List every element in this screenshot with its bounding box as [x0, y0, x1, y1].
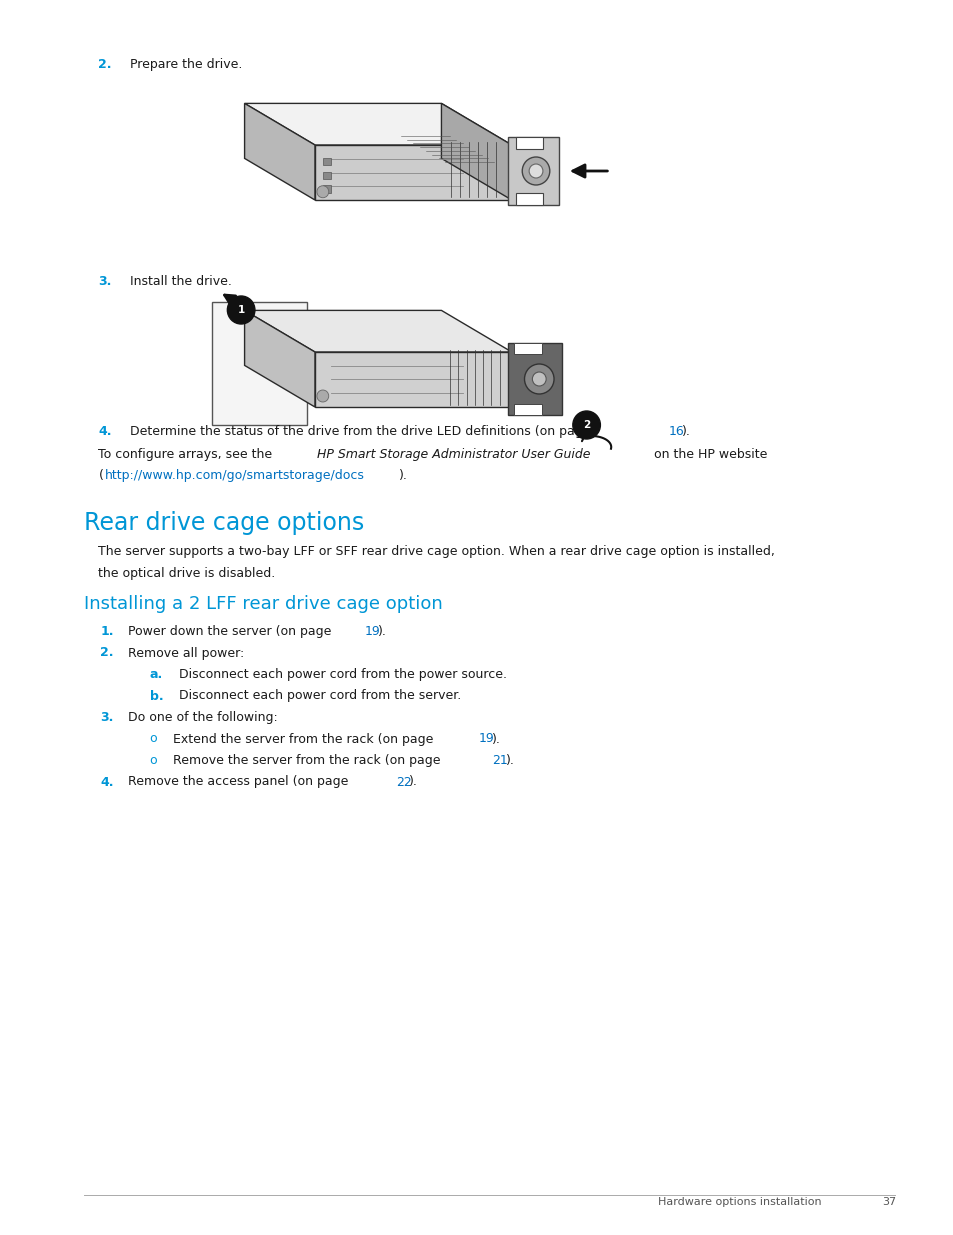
Text: The server supports a two-bay LFF or SFF rear drive cage option. When a rear dri: The server supports a two-bay LFF or SFF…: [98, 545, 775, 558]
Text: 2.: 2.: [98, 58, 112, 70]
Text: 1.: 1.: [100, 625, 113, 638]
Circle shape: [532, 372, 545, 387]
Text: HP Smart Storage Administrator User Guide: HP Smart Storage Administrator User Guid…: [316, 448, 590, 461]
Text: 19: 19: [364, 625, 379, 638]
Bar: [322, 185, 331, 193]
Circle shape: [572, 411, 599, 438]
Text: b.: b.: [150, 689, 163, 703]
Text: 4.: 4.: [98, 425, 112, 438]
Text: 4.: 4.: [100, 776, 113, 788]
Polygon shape: [515, 193, 542, 205]
Polygon shape: [507, 343, 561, 415]
Text: ).: ).: [505, 755, 515, 767]
Text: 2.: 2.: [100, 646, 113, 659]
Text: ).: ).: [681, 425, 690, 438]
Text: Installing a 2 LFF rear drive cage option: Installing a 2 LFF rear drive cage optio…: [84, 595, 442, 613]
Circle shape: [524, 364, 554, 394]
Bar: [322, 172, 331, 179]
Polygon shape: [441, 104, 511, 200]
Text: o: o: [150, 755, 157, 767]
Circle shape: [227, 296, 254, 324]
Text: Remove the access panel (on page: Remove the access panel (on page: [128, 776, 352, 788]
Text: 21: 21: [492, 755, 507, 767]
Polygon shape: [515, 137, 542, 149]
Text: ).: ).: [398, 469, 407, 483]
Polygon shape: [212, 303, 307, 425]
Text: 22: 22: [395, 776, 411, 788]
Polygon shape: [314, 352, 511, 408]
Text: (: (: [98, 469, 103, 483]
Text: 37: 37: [881, 1197, 895, 1207]
Polygon shape: [314, 144, 511, 200]
Text: http://www.hp.com/go/smartstorage/docs: http://www.hp.com/go/smartstorage/docs: [105, 469, 365, 483]
Text: Hardware options installation: Hardware options installation: [658, 1197, 821, 1207]
Polygon shape: [244, 104, 314, 200]
Polygon shape: [514, 343, 541, 354]
Polygon shape: [244, 104, 511, 144]
Polygon shape: [244, 310, 511, 352]
Polygon shape: [514, 404, 541, 415]
Text: 19: 19: [477, 732, 494, 746]
Text: a.: a.: [150, 668, 163, 680]
Circle shape: [316, 390, 329, 403]
Text: Disconnect each power cord from the server.: Disconnect each power cord from the serv…: [179, 689, 461, 703]
Text: Power down the server (on page: Power down the server (on page: [128, 625, 335, 638]
Polygon shape: [244, 310, 314, 408]
Text: the optical drive is disabled.: the optical drive is disabled.: [98, 567, 275, 579]
Text: 3.: 3.: [98, 275, 112, 288]
Text: Do one of the following:: Do one of the following:: [128, 711, 277, 724]
Text: 3.: 3.: [100, 711, 113, 724]
Circle shape: [316, 185, 329, 198]
Text: on the HP website: on the HP website: [649, 448, 766, 461]
Bar: [322, 158, 331, 165]
Text: ).: ).: [377, 625, 386, 638]
Text: 1: 1: [237, 305, 245, 315]
Text: Install the drive.: Install the drive.: [130, 275, 232, 288]
Text: ).: ).: [409, 776, 417, 788]
Text: Rear drive cage options: Rear drive cage options: [84, 511, 363, 535]
Text: Determine the status of the drive from the drive LED definitions (on page: Determine the status of the drive from t…: [130, 425, 594, 438]
Polygon shape: [507, 137, 558, 205]
Text: 16: 16: [668, 425, 683, 438]
Text: Remove the server from the rack (on page: Remove the server from the rack (on page: [173, 755, 444, 767]
Text: o: o: [150, 732, 157, 746]
Text: Remove all power:: Remove all power:: [128, 646, 244, 659]
Circle shape: [521, 157, 549, 185]
Text: To configure arrays, see the: To configure arrays, see the: [98, 448, 276, 461]
Text: ).: ).: [492, 732, 500, 746]
Text: Disconnect each power cord from the power source.: Disconnect each power cord from the powe…: [179, 668, 507, 680]
Text: 2: 2: [582, 420, 590, 430]
Text: Prepare the drive.: Prepare the drive.: [130, 58, 242, 70]
Circle shape: [529, 164, 542, 178]
Text: Extend the server from the rack (on page: Extend the server from the rack (on page: [173, 732, 437, 746]
